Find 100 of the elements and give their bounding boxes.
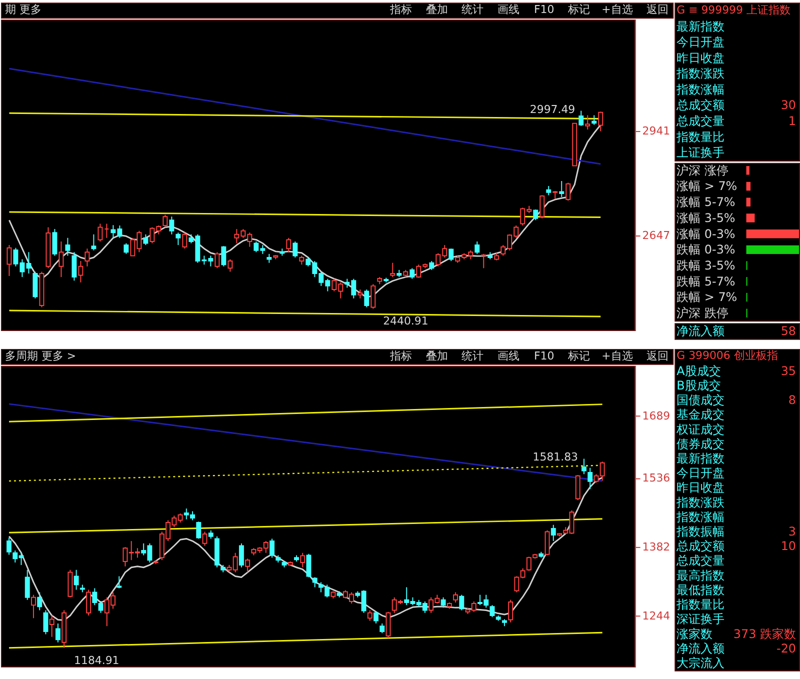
candlestick: [78, 260, 84, 283]
candlestick: [86, 589, 92, 616]
candlestick: [490, 604, 495, 618]
candlestick: [575, 474, 580, 501]
candlestick: [196, 521, 202, 540]
category-label: 返回: [646, 3, 669, 16]
candlestick: [390, 262, 396, 278]
candlestick: [65, 237, 70, 256]
candlestick: [598, 111, 604, 132]
category-label: 指数涨跌: [676, 495, 725, 510]
candlestick: [162, 214, 168, 228]
candlestick: [176, 232, 181, 246]
candlestick: [84, 248, 90, 267]
category-label: 总成交额: [676, 539, 725, 554]
bar: [746, 229, 800, 238]
category-label: 指数量比: [676, 130, 725, 144]
candlestick: [270, 538, 275, 558]
candlestick: [52, 228, 58, 256]
candlestick: [566, 182, 571, 202]
candlestick: [98, 600, 104, 614]
text: 35: [780, 364, 796, 378]
candlestick: [245, 558, 250, 573]
candlestick: [440, 596, 446, 608]
candlestick: [410, 268, 415, 280]
y-tick-label: 跌幅 > 7%: [676, 290, 738, 304]
candlestick: [55, 622, 60, 643]
annotation: 1184.91: [74, 654, 120, 667]
candlestick: [124, 242, 129, 254]
category-label: 最高指数: [676, 568, 725, 582]
category-label: 债券成交: [676, 436, 725, 451]
category-label: 指标: [388, 349, 412, 362]
category-label: 总成交量: [676, 114, 725, 128]
category-label: 指数振幅: [676, 524, 725, 539]
text: 1: [788, 114, 796, 128]
y-tick-label: 沪深 涨停: [676, 163, 728, 178]
y-tick-label: 跌幅 5-7%: [676, 274, 736, 288]
candlestick: [98, 223, 103, 242]
candlestick: [581, 458, 586, 475]
category-label: 标记: [567, 349, 590, 362]
category-label: 今日开盘: [676, 466, 725, 480]
candlestick: [169, 216, 174, 235]
category-label: 最低指数: [676, 582, 725, 597]
candlestick: [72, 252, 77, 282]
candlestick: [550, 524, 556, 542]
bar: [746, 198, 750, 206]
candlestick: [544, 530, 550, 556]
category-label: +自选: [602, 349, 633, 362]
candlestick: [367, 610, 372, 622]
candlestick: [92, 588, 98, 606]
category-label: 净流入额: [676, 324, 725, 338]
y-tick-label: 1382: [642, 540, 670, 554]
candlestick: [32, 271, 38, 299]
candlestick: [24, 569, 30, 600]
y-tick-label: 1689: [642, 409, 670, 422]
text: 373 跌家数: [733, 626, 796, 641]
candlestick: [238, 542, 244, 568]
category-label: 指数涨幅: [676, 510, 725, 524]
candlestick: [300, 552, 306, 568]
text: G 399006 创业板指: [676, 349, 778, 362]
category-label: 国债成交: [676, 393, 725, 408]
text: 10: [780, 539, 796, 554]
category-label: 昨日收盘: [676, 480, 725, 495]
text: -20: [776, 641, 796, 656]
candlestick: [74, 569, 79, 590]
candlestick: [116, 576, 122, 589]
y-tick-label: 跌幅 0-3%: [676, 242, 736, 257]
y-tick-label: 1244: [642, 610, 670, 623]
y-tick-label: 2647: [642, 228, 670, 242]
category-label: 画线: [497, 3, 520, 16]
category-label: 统计: [462, 3, 484, 16]
category-label: 权证成交: [676, 422, 725, 436]
bar: [746, 245, 800, 254]
category-label: 上证换手: [676, 146, 725, 160]
line-series: [8, 476, 604, 622]
bar: [746, 182, 750, 191]
category-label: 指数涨跌: [676, 66, 725, 81]
category-label: 大宗流入: [676, 656, 725, 670]
candlestick: [540, 194, 545, 219]
candlestick: [37, 592, 42, 611]
candlestick: [58, 240, 64, 278]
candlestick: [459, 594, 464, 611]
text: 30: [780, 98, 796, 112]
category-label: 最新指数: [676, 451, 725, 466]
category-label: 总成交额: [676, 98, 725, 112]
candlestick: [453, 592, 458, 604]
candlestick: [370, 284, 376, 310]
candlestick: [91, 234, 96, 251]
category-label: 指标: [388, 3, 412, 16]
category-label: A股成交: [676, 364, 721, 378]
candlestick: [312, 576, 318, 588]
text: 8: [788, 393, 796, 408]
category-label: 基金成交: [676, 408, 725, 422]
text: 58: [780, 324, 796, 338]
candlestick: [474, 240, 480, 254]
category-label: 标记: [567, 3, 590, 16]
candlestick: [292, 240, 298, 258]
category-label: 叠加: [426, 3, 448, 16]
annotation: 2997.49: [530, 102, 576, 116]
candlestick: [49, 615, 54, 638]
category-label: F10: [534, 3, 554, 16]
